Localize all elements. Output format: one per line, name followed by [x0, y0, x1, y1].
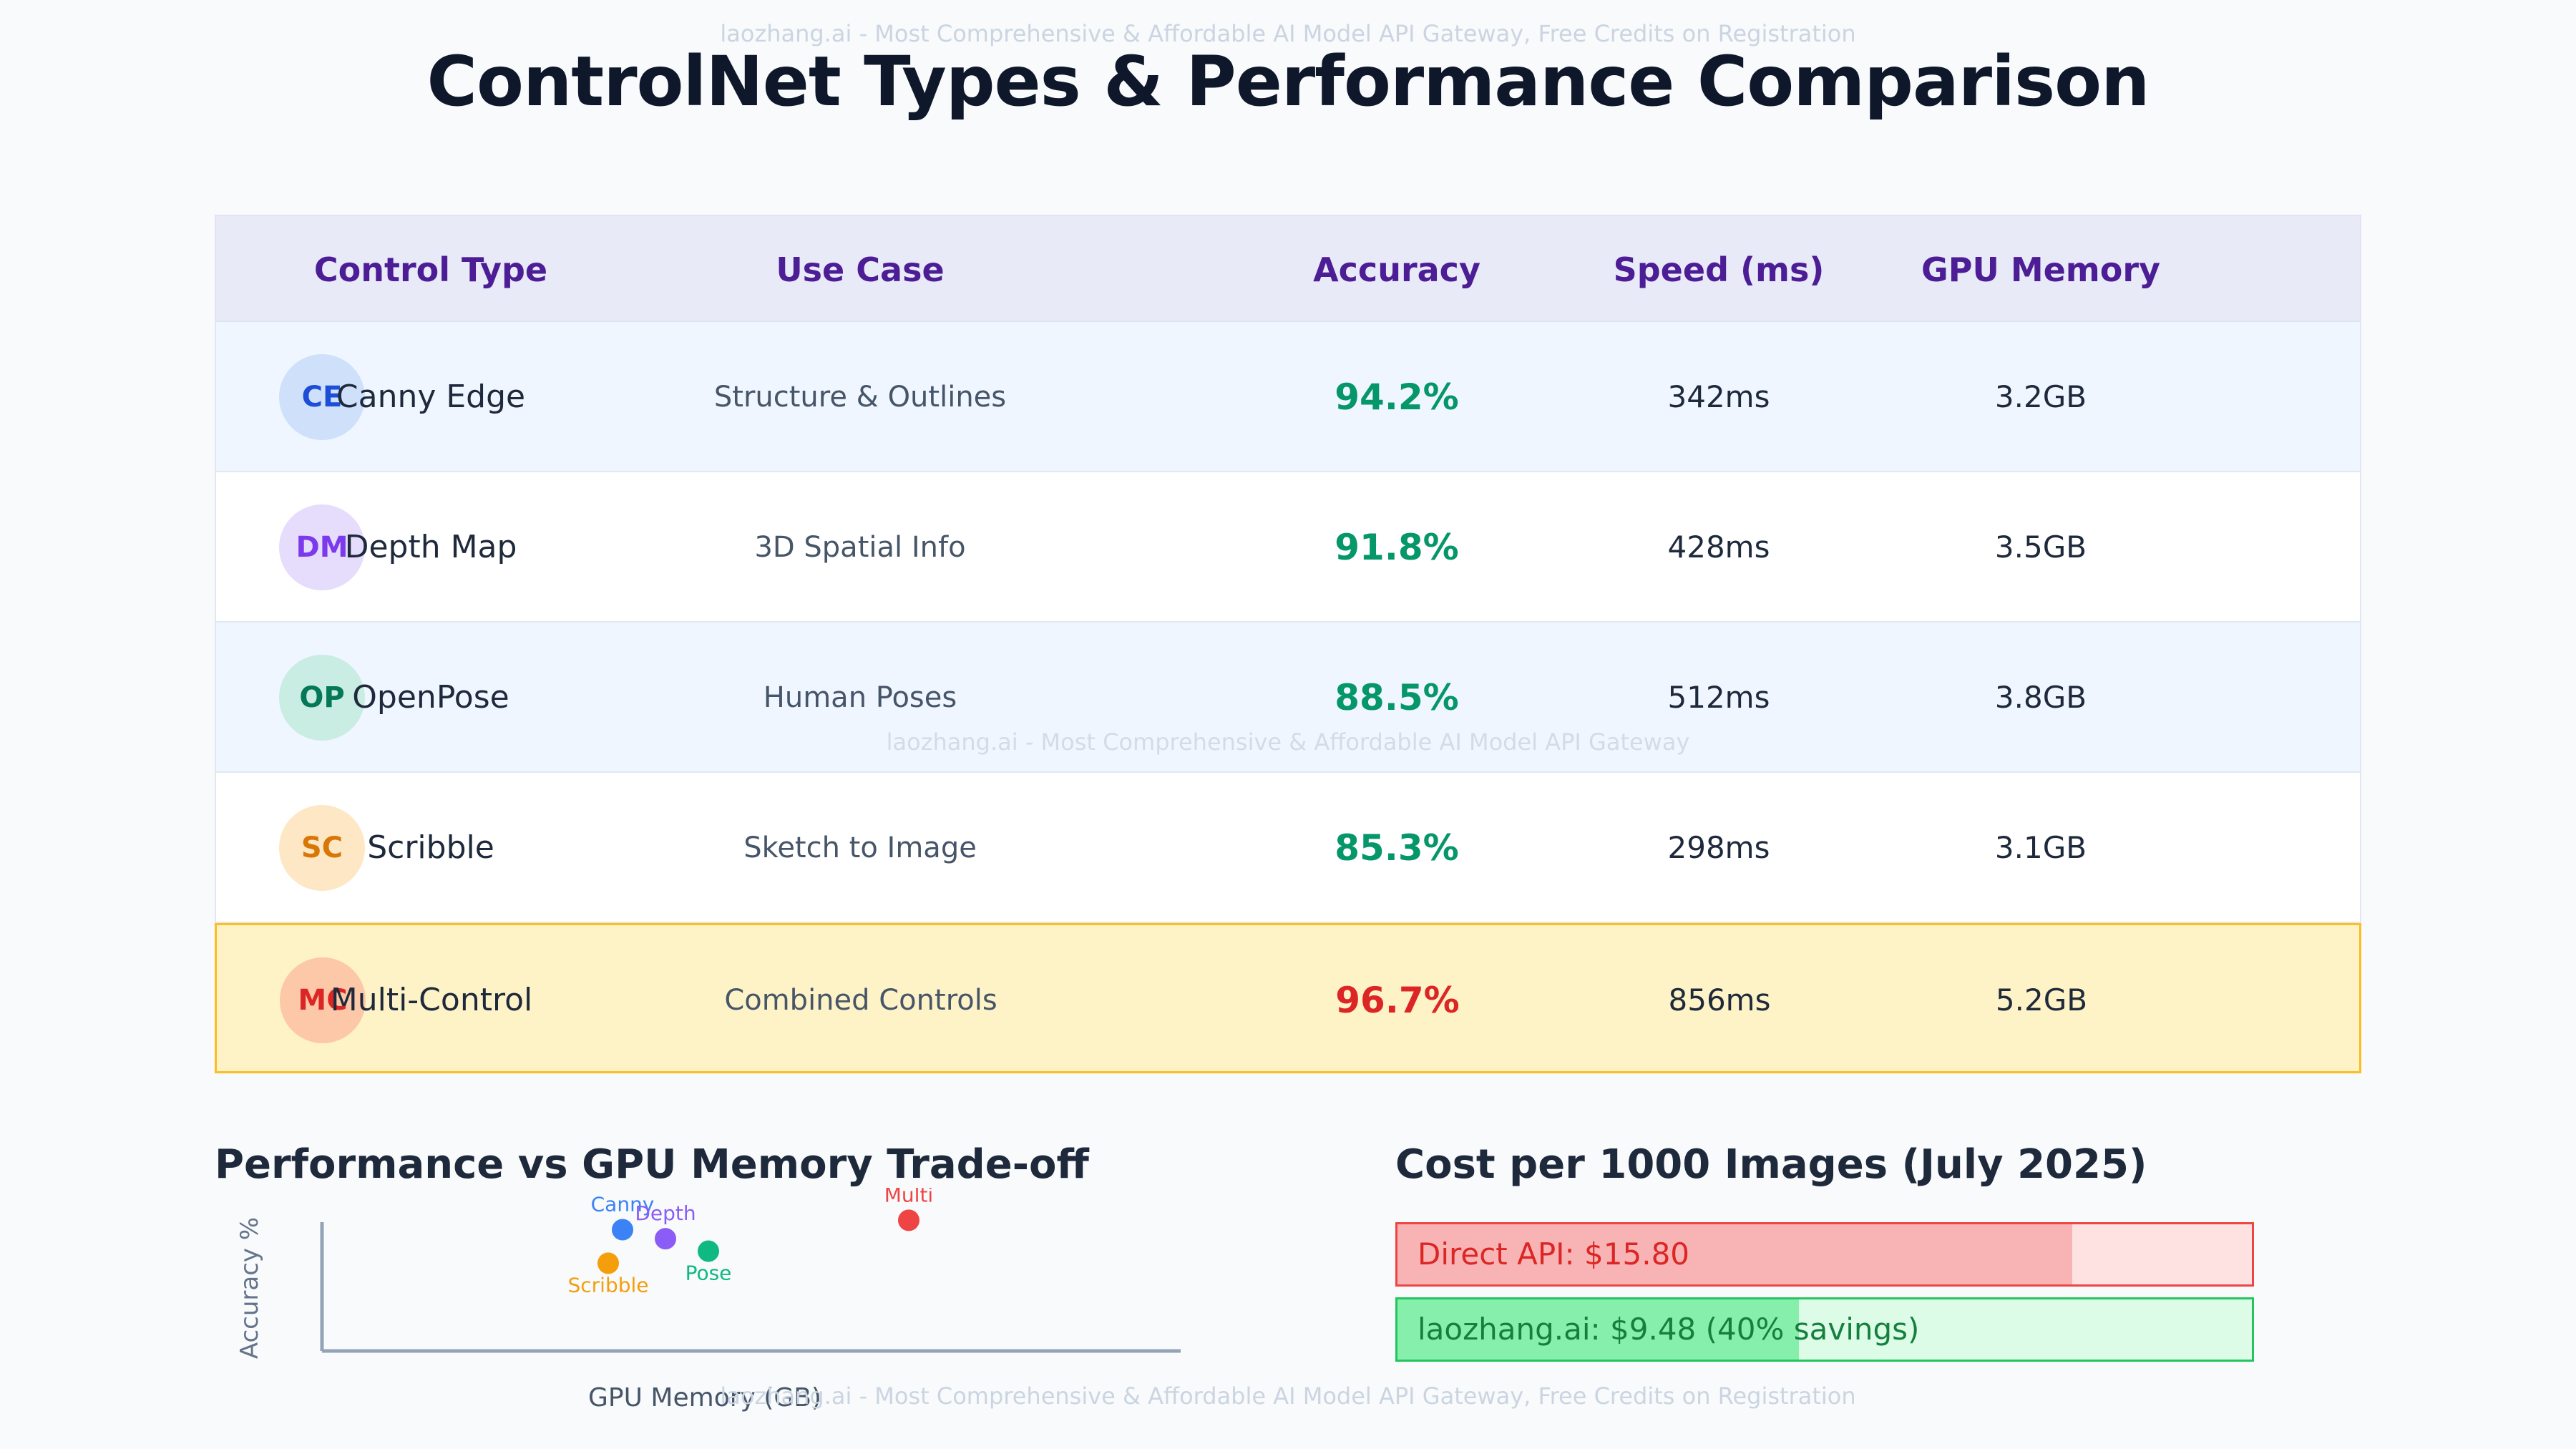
x-axis-label: GPU Memory (GB) — [588, 1383, 821, 1413]
data-point-depth — [655, 1228, 676, 1250]
type-badge: DM — [279, 504, 365, 590]
cost-title: Cost per 1000 Images (July 2025) — [1395, 1141, 2147, 1188]
page-title: ControlNet Types & Performance Compariso… — [426, 42, 2150, 122]
watermark-bottom: laozhang.ai - Most Comprehensive & Affor… — [720, 1382, 1856, 1410]
data-point-scribble — [597, 1252, 619, 1274]
header-use-case: Use Case — [776, 250, 945, 289]
header-control-type: Control Type — [313, 250, 548, 289]
y-axis-label: Accuracy % — [235, 1217, 264, 1359]
controlnet-table: Control Type Use Case Accuracy Speed (ms… — [215, 215, 2361, 1073]
accuracy-cell: 91.8% — [1335, 527, 1459, 568]
data-label-scribble: Scribble — [567, 1273, 648, 1297]
data-label-depth: Depth — [635, 1201, 696, 1225]
use-case-cell: Sketch to Image — [743, 831, 977, 864]
data-point-pose — [698, 1240, 719, 1262]
data-point-canny — [612, 1219, 633, 1241]
control-type-name: Multi-Control — [330, 982, 533, 1018]
cost-bar-laozhang-fill — [1397, 1299, 1800, 1360]
data-point-multi — [898, 1209, 919, 1231]
watermark-top: laozhang.ai - Most Comprehensive & Affor… — [720, 20, 1856, 47]
table-row: OP OpenPose Human Poses 88.5% 512ms 3.8GB — [215, 623, 2361, 773]
use-case-cell: Structure & Outlines — [713, 381, 1007, 414]
gpu-memory-cell: 3.5GB — [1994, 530, 2087, 565]
use-case-cell: Human Poses — [763, 681, 957, 714]
use-case-cell: 3D Spatial Info — [754, 531, 966, 564]
gpu-memory-cell: 3.8GB — [1994, 680, 2087, 715]
table-header: Control Type Use Case Accuracy Speed (ms… — [215, 215, 2361, 322]
accuracy-cell: 88.5% — [1335, 677, 1459, 718]
type-badge: CE — [279, 354, 365, 440]
cost-bar-direct-api: Direct API: $15.80 — [1395, 1222, 2254, 1287]
cost-bar-direct-api-label: Direct API: $15.80 — [1418, 1236, 1690, 1272]
table-row: CE Canny Edge Structure & Outlines 94.2% 342… — [215, 322, 2361, 472]
control-type-name: Canny Edge — [336, 379, 526, 415]
header-gpu-memory: GPU Memory — [1921, 250, 2161, 289]
type-badge: SC — [279, 805, 365, 891]
header-accuracy: Accuracy — [1313, 250, 1480, 289]
accuracy-cell: 96.7% — [1335, 980, 1460, 1021]
data-label-pose: Pose — [686, 1262, 732, 1285]
control-type-name: OpenPose — [352, 679, 509, 716]
control-type-name: Depth Map — [344, 529, 517, 565]
type-badge: OP — [279, 655, 365, 741]
table-row: MC Multi-Control Combined Controls 96.7% 856… — [215, 923, 2361, 1073]
accuracy-cell: 94.2% — [1335, 376, 1459, 418]
header-speed: Speed (ms) — [1613, 250, 1825, 289]
gpu-memory-cell: 3.1GB — [1994, 830, 2087, 865]
speed-cell: 298ms — [1667, 830, 1770, 865]
cost-bar-laozhang: laozhang.ai: $9.48 (40% savings) — [1395, 1297, 2254, 1362]
table-body: CE Canny Edge Structure & Outlines 94.2% 342… — [215, 322, 2361, 1073]
gpu-memory-cell: 3.2GB — [1994, 379, 2087, 414]
data-label-canny: Canny — [591, 1193, 655, 1216]
speed-cell: 428ms — [1667, 530, 1770, 565]
data-label-multi: Multi — [884, 1188, 933, 1206]
watermark-middle: laozhang.ai - Most Comprehensive & Affor… — [886, 728, 1690, 756]
speed-cell: 856ms — [1668, 982, 1771, 1018]
accuracy-cell: 85.3% — [1335, 827, 1459, 869]
cost-bar-laozhang-label: laozhang.ai: $9.48 (40% savings) — [1418, 1312, 1920, 1347]
speed-cell: 512ms — [1667, 680, 1770, 715]
use-case-cell: Combined Controls — [724, 984, 997, 1017]
table-row: SC Scribble Sketch to Image 85.3% 298ms 3.1GB — [215, 773, 2361, 923]
control-type-name: Scribble — [367, 829, 494, 866]
table-row: DM Depth Map 3D Spatial Info 91.8% 428ms 3.5G… — [215, 472, 2361, 623]
gpu-memory-cell: 5.2GB — [1995, 982, 2088, 1018]
scatter-title: Performance vs GPU Memory Trade-off — [215, 1141, 1089, 1188]
speed-cell: 342ms — [1667, 379, 1770, 414]
cost-bar-direct-api-fill — [1397, 1224, 2073, 1284]
type-badge: MC — [280, 957, 366, 1043]
